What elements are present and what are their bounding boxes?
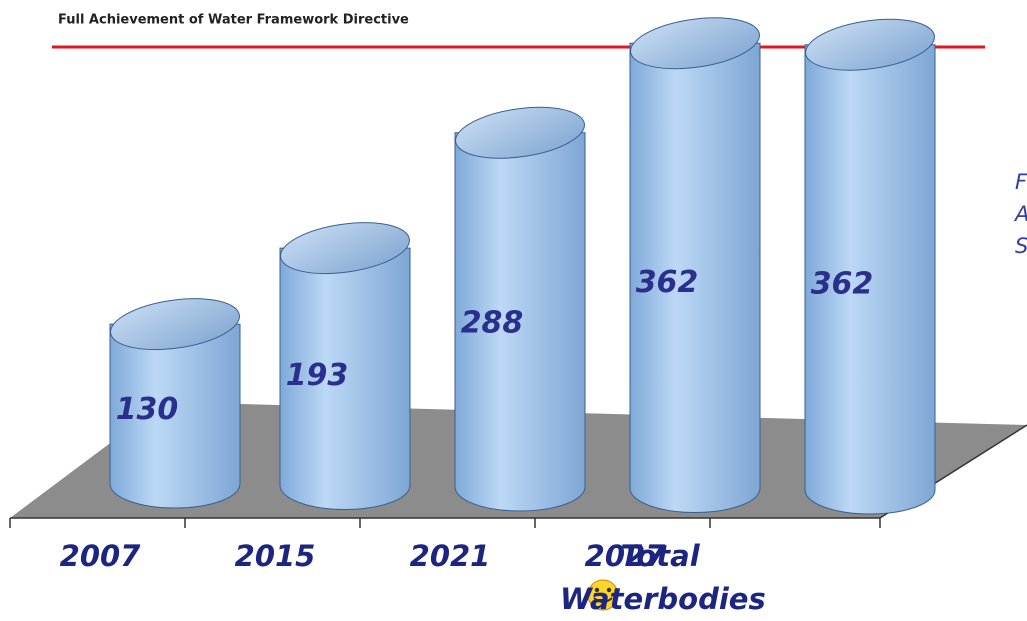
value-label: 193 [286,358,349,393]
side-text: A [1015,202,1027,226]
side-text: F [1015,170,1027,194]
chart-title: Full Achievement of Water Framework Dire… [58,13,409,28]
bar [454,132,586,512]
cylinder: 193 [279,222,411,510]
bar [109,323,241,509]
bar [629,42,761,513]
x-tick-label: 2007 [59,539,141,573]
cylinder: 288 [454,106,586,512]
cylinder-top [455,106,585,159]
side-text: S [1015,234,1027,258]
value-label: 362 [636,265,699,300]
value-label: 362 [811,267,874,302]
bar [279,247,411,510]
x-tick-label: 2027 [584,539,666,573]
smiley [587,579,619,611]
value-label: 288 [461,306,524,341]
value-label: 130 [116,392,179,427]
cylinder: 130 [109,298,241,509]
cylinder-top [110,298,240,351]
x-tick-label: 2015 [234,539,316,573]
cylinder: 362 [804,18,936,515]
x-tick-label: 2021 [409,539,491,573]
cylinder-top [280,222,410,275]
bar [804,44,936,515]
cylinder-top [805,18,935,71]
cylinder: 362 [629,17,761,513]
x-tick-label: Total Waterbodies [560,539,766,616]
cylinder-top [630,17,760,70]
